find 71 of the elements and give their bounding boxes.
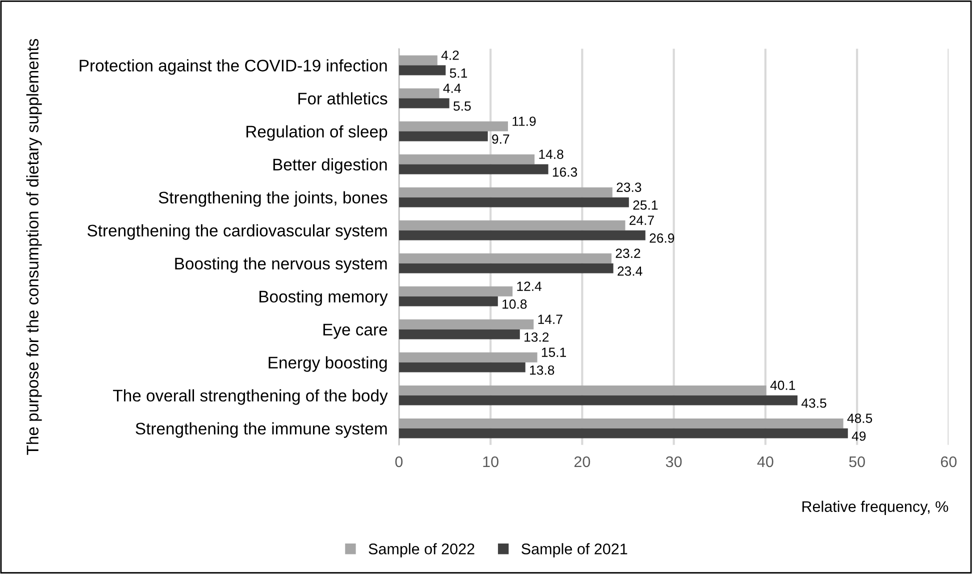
bar <box>398 187 612 198</box>
legend-label: Sample of 2022 <box>368 543 474 558</box>
data-label: 11.9 <box>512 116 536 126</box>
y-tick-label: Regulation of sleep <box>246 125 388 141</box>
bar <box>398 385 766 396</box>
data-label: 48.5 <box>847 414 872 423</box>
data-label: 23.2 <box>616 248 640 258</box>
x-tick-label: 0 <box>395 456 403 468</box>
y-tick-label: Boosting memory <box>260 290 388 306</box>
data-label: 14.8 <box>539 150 564 159</box>
data-label: 26.9 <box>650 233 674 243</box>
y-tick-label: Strengthening the joints, bones <box>158 191 388 207</box>
x-tick-label: 50 <box>849 456 865 468</box>
y-tick-label: Energy boosting <box>268 356 387 372</box>
bar <box>398 88 440 98</box>
bar <box>398 154 535 164</box>
legend-label: Sample of 2021 <box>522 543 628 558</box>
bar <box>398 352 538 362</box>
bar <box>398 263 614 274</box>
data-label: 49 <box>852 431 866 441</box>
bar <box>398 395 798 406</box>
bar <box>398 428 848 438</box>
data-label: 24.7 <box>630 216 654 225</box>
y-axis-title: The purpose for the consumption of dietary supplements <box>26 38 42 455</box>
data-label: 9.7 <box>492 134 510 144</box>
data-label: 5.5 <box>454 102 471 111</box>
bar <box>398 197 629 208</box>
bar <box>398 418 844 428</box>
data-label: 12.4 <box>517 282 542 291</box>
bar <box>398 329 520 340</box>
bar <box>398 362 526 372</box>
bar <box>398 65 446 76</box>
data-label: 40.1 <box>770 380 796 390</box>
data-label: 14.7 <box>538 314 562 324</box>
data-label: 16.3 <box>552 167 578 177</box>
y-tick-label: Boosting the nervous system <box>175 257 387 273</box>
x-tick-label: 20 <box>574 456 590 468</box>
data-label: 13.8 <box>530 365 554 375</box>
y-tick-label: The overall strengthening of the body <box>113 389 388 405</box>
bar <box>398 55 438 66</box>
data-label: 23.3 <box>616 182 642 192</box>
bar <box>398 164 548 174</box>
bar <box>398 131 488 142</box>
data-label: 4.2 <box>441 50 459 60</box>
x-axis-title: Relative frequency, % <box>802 500 948 515</box>
data-label: 43.5 <box>801 398 826 408</box>
y-tick-label: Protection against the COVID-19 infection <box>80 59 387 75</box>
y-tick-label: For athletics <box>298 92 388 104</box>
data-label: 23.4 <box>618 266 642 276</box>
x-tick-label: 30 <box>666 456 682 468</box>
bar <box>398 296 498 306</box>
data-label: 25.1 <box>633 200 658 210</box>
bar <box>398 286 513 296</box>
x-tick-label: 10 <box>483 456 498 468</box>
bar <box>398 121 508 132</box>
data-label: 4.4 <box>443 84 461 93</box>
y-tick-label: Strengthening the cardiovascular system <box>88 224 387 240</box>
y-tick-label: Eye care <box>323 324 388 339</box>
bar <box>398 253 612 264</box>
bar <box>398 319 534 330</box>
data-label: 13.2 <box>524 332 549 342</box>
x-tick-label: 60 <box>940 456 957 468</box>
bar <box>398 98 450 108</box>
x-tick-label: 40 <box>757 456 774 468</box>
bar <box>398 230 646 240</box>
y-tick-label: Better digestion <box>273 158 387 174</box>
data-label: 15.1 <box>542 348 566 357</box>
data-label: 10.8 <box>502 299 527 309</box>
y-tick-label: Strengthening the immune system <box>136 422 387 438</box>
data-label: 5.1 <box>450 68 468 78</box>
bar <box>398 220 626 230</box>
